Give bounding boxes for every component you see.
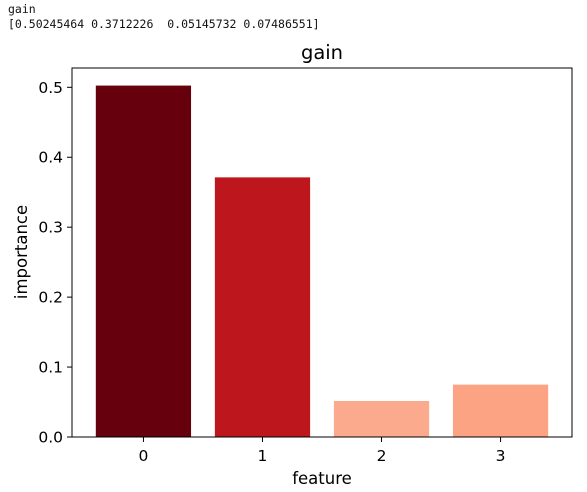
- x-tick-label: 3: [496, 447, 506, 465]
- x-tick-label: 1: [258, 447, 268, 465]
- cell-output-text: gain [0.50245464 0.3712226 0.05145732 0.…: [8, 2, 320, 32]
- y-tick-label: 0.5: [38, 79, 63, 97]
- chart-title: gain: [301, 41, 343, 64]
- bar-feature-0: [95, 85, 192, 438]
- output-line-name: gain: [8, 2, 36, 16]
- x-tick-label: 0: [138, 447, 148, 465]
- x-axis-label: feature: [292, 469, 352, 488]
- bar-feature-3: [452, 384, 549, 437]
- y-tick-label: 0.1: [38, 359, 63, 377]
- bar-feature-1: [214, 177, 311, 438]
- bar-group: [95, 85, 549, 438]
- x-axis-ticks: 0 1 2 3: [138, 437, 506, 465]
- bar-feature-2: [333, 401, 430, 437]
- y-tick-label: 0.0: [38, 429, 63, 447]
- y-tick-label: 0.2: [38, 289, 63, 307]
- x-tick-label: 2: [377, 447, 387, 465]
- y-axis-ticks: 0.0 0.1 0.2 0.3 0.4 0.5: [38, 79, 72, 447]
- y-tick-label: 0.3: [38, 219, 63, 237]
- y-axis-label: importance: [12, 205, 31, 299]
- plot-frame: [71, 67, 573, 438]
- y-tick-label: 0.4: [38, 149, 63, 167]
- output-line-values: [0.50245464 0.3712226 0.05145732 0.07486…: [8, 17, 320, 31]
